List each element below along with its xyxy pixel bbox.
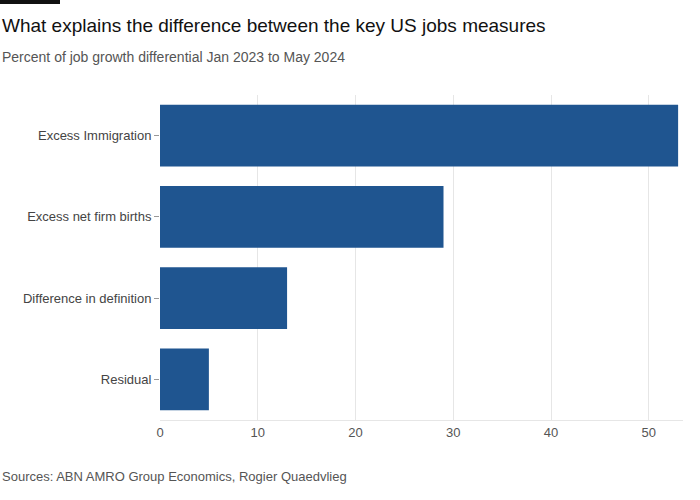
svg-text:What explains the difference b: What explains the difference between the… [2, 15, 546, 36]
svg-text:20: 20 [348, 425, 362, 440]
svg-text:0: 0 [156, 425, 163, 440]
svg-text:40: 40 [544, 425, 558, 440]
svg-text:Sources: ABN AMRO Group Econom: Sources: ABN AMRO Group Economics, Rogie… [2, 469, 347, 484]
svg-text:Excess net firm births: Excess net firm births [27, 209, 152, 224]
svg-text:Percent of job growth differen: Percent of job growth differential Jan 2… [2, 49, 345, 65]
svg-text:50: 50 [642, 425, 656, 440]
svg-text:Excess Immigration: Excess Immigration [38, 128, 151, 143]
svg-text:Difference in definition: Difference in definition [23, 291, 151, 306]
svg-text:10: 10 [251, 425, 265, 440]
svg-text:30: 30 [446, 425, 460, 440]
svg-text:Residual: Residual [101, 372, 152, 387]
